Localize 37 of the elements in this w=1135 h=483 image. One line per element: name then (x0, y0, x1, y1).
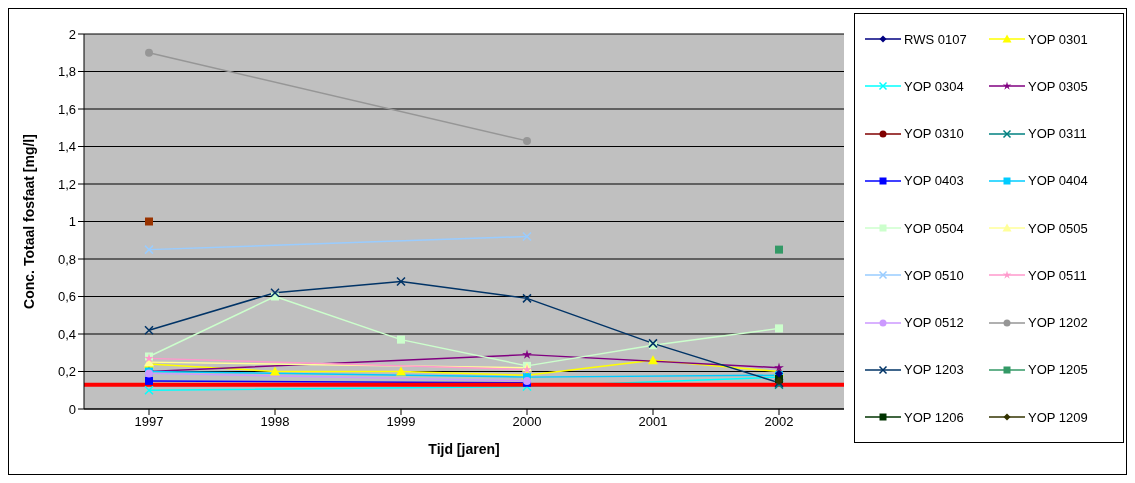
legend-label: YOP 1202 (1028, 315, 1088, 330)
y-tick-label: 1,4 (57, 139, 76, 155)
y-tick-label: 0 (68, 401, 76, 417)
legend-label: YOP 0511 (1028, 267, 1087, 283)
legend-label: YOP 0304 (904, 78, 964, 94)
legend-label: YOP 0301 (1028, 31, 1088, 47)
legend-label: YOP 0310 (904, 126, 964, 141)
y-tick-label: 0,8 (57, 251, 76, 267)
x-tick-label: 1999 (386, 414, 416, 430)
y-tick-label: 1 (68, 214, 76, 230)
legend-label: YOP 0505 (1028, 220, 1088, 236)
legend-label: YOP 0305 (1028, 78, 1088, 94)
legend-label: YOP 0404 (1028, 173, 1088, 189)
y-tick-label: 1,8 (57, 64, 76, 80)
x-axis-title: Tijd [jaren] (428, 441, 500, 457)
x-tick-label: 2000 (512, 414, 542, 430)
x-tick-label: 2001 (638, 414, 668, 430)
legend-label: YOP 0504 (904, 220, 964, 236)
x-tick-label: 1998 (260, 414, 290, 430)
legend-label: YOP 0311 (1028, 126, 1087, 141)
y-tick-label: 0,6 (57, 289, 76, 305)
legend-label: RWS 0107 (904, 31, 967, 47)
legend-label: YOP 1203 (904, 362, 964, 378)
y-tick-label: 0,2 (57, 364, 76, 380)
y-tick-label: 1,2 (57, 176, 76, 192)
x-tick-label: 1997 (134, 414, 164, 430)
x-tick-label: 2002 (764, 414, 794, 430)
legend-label: YOP 0403 (904, 173, 964, 189)
legend-label: YOP 1205 (1028, 362, 1088, 378)
legend-label: YOP 0512 (904, 315, 964, 330)
y-axis-title: Conc. Totaal fosfaat [mg/l] (20, 134, 37, 309)
y-tick-label: 1,6 (57, 101, 76, 117)
legend-label: YOP 1206 (904, 409, 964, 425)
legend-label: YOP 0510 (904, 267, 964, 283)
y-tick-label: 2 (68, 26, 76, 42)
y-tick-label: 0,4 (57, 326, 76, 342)
legend-label: YOP 1209 (1028, 409, 1088, 425)
